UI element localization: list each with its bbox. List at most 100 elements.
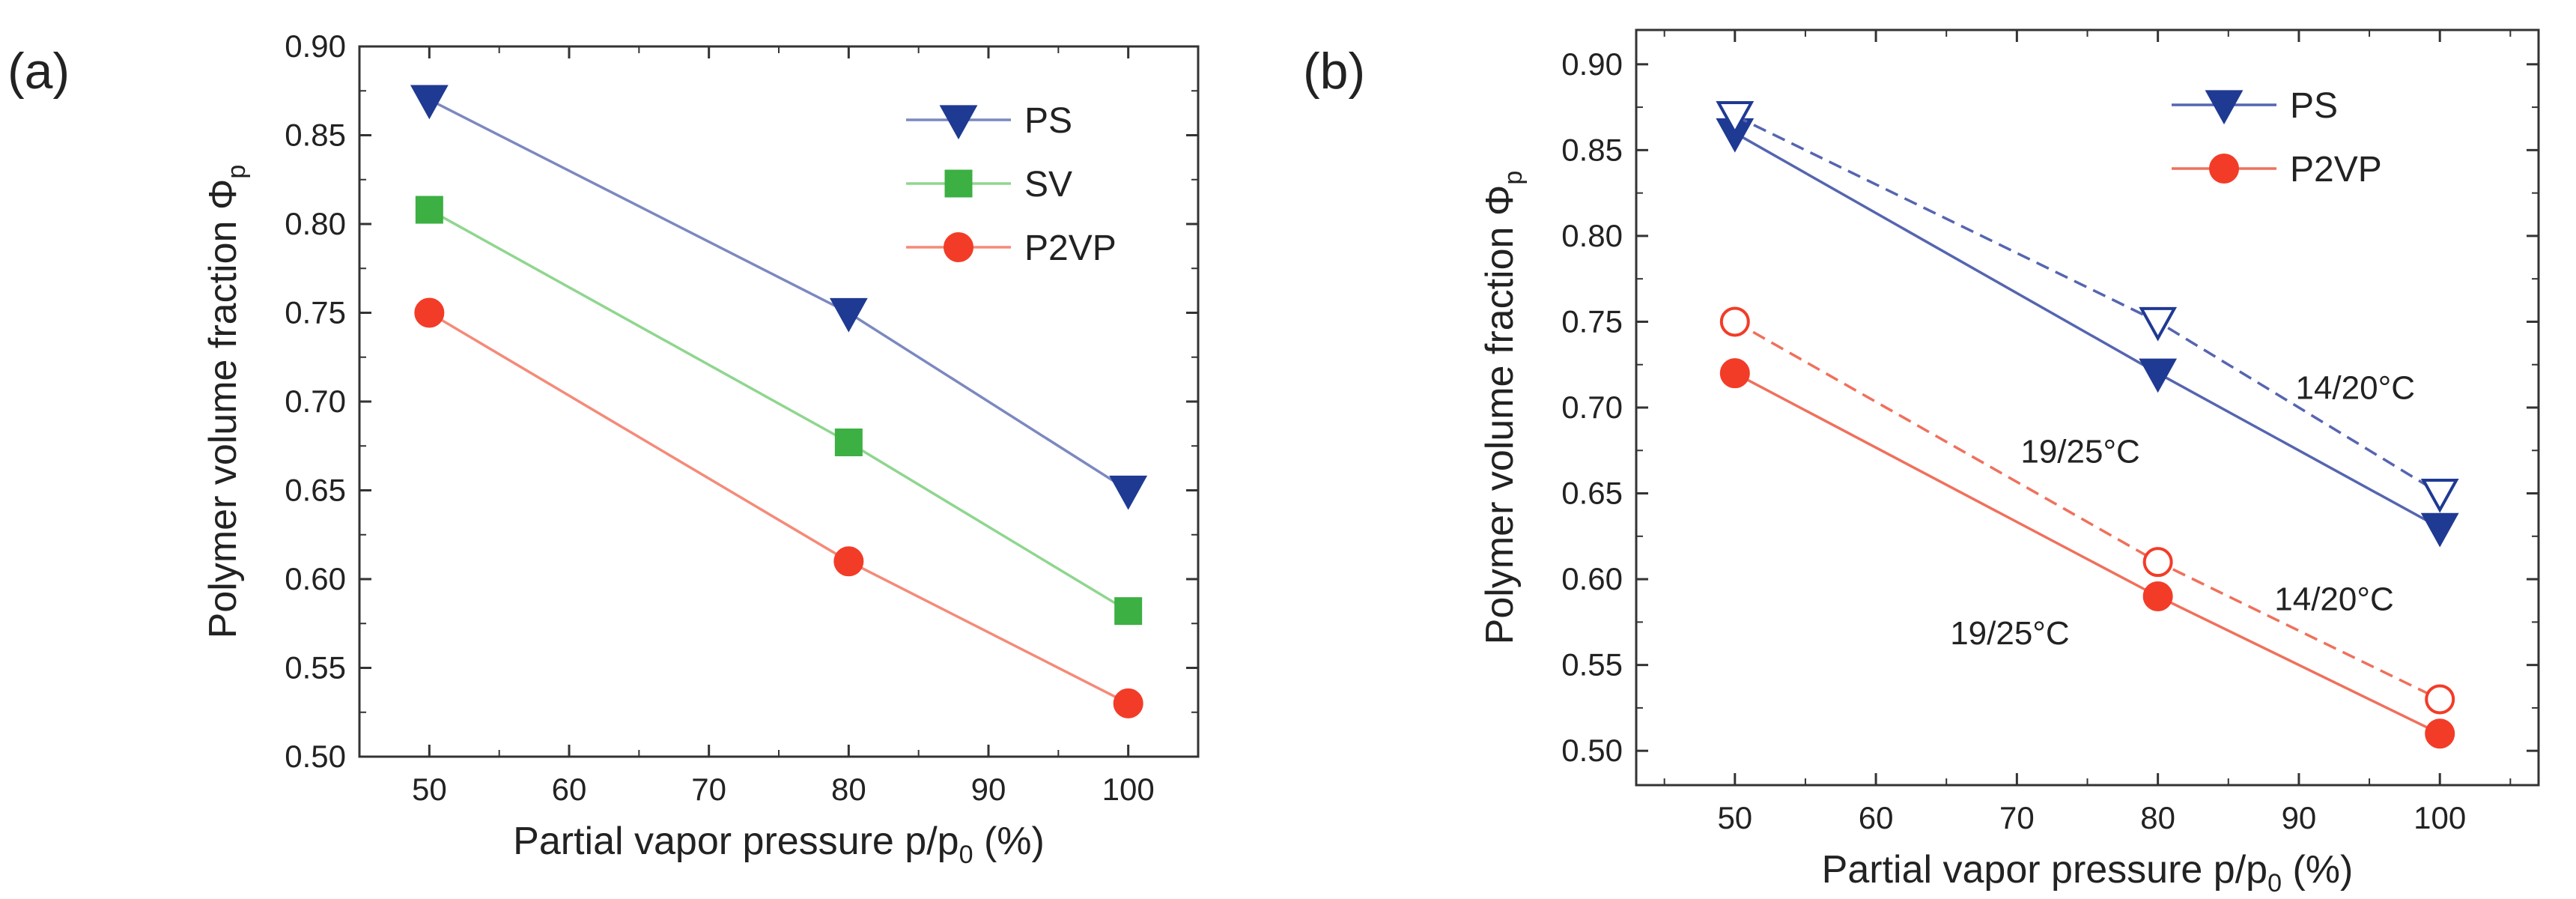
series-ps xyxy=(410,85,1148,510)
legend-item: P2VP xyxy=(2172,150,2382,190)
x-tick-label: 50 xyxy=(412,772,447,807)
series-ps-14-20-c- xyxy=(1716,100,2459,513)
legend-marker xyxy=(939,105,978,140)
y-tick-label: 0.90 xyxy=(285,28,346,64)
annotation-label: 19/25°C xyxy=(2020,433,2139,470)
x-axis-title: Partial vapor pressure p/p0 (%) xyxy=(1822,848,2354,898)
x-tick-label: 50 xyxy=(1717,800,1752,835)
series-sv xyxy=(415,196,1143,626)
data-point-marker xyxy=(1716,100,1755,136)
series-line xyxy=(428,98,1129,491)
series-line xyxy=(1734,372,2440,735)
data-point-marker xyxy=(833,546,864,577)
chart-panel-b: (b) 0.50 0.55 0.60 0.65 0.70 0.75 0.80 0.85 0.90 5… xyxy=(1288,0,2576,899)
annotation-label: 14/20°C xyxy=(2274,581,2393,617)
plot-frame xyxy=(358,45,1200,758)
x-axis-title-suffix: (%) xyxy=(973,820,1045,863)
y-tick-label: 0.85 xyxy=(1561,132,1623,167)
legend-item: SV xyxy=(906,165,1072,205)
data-point-marker xyxy=(2425,684,2455,715)
y-axis-title-main: Polymer volume fraction Φ xyxy=(201,179,245,639)
panel-label: (b) xyxy=(1303,43,1365,100)
x-tick-label: 70 xyxy=(1999,800,2035,835)
x-axis-title-main: Partial vapor pressure p/p xyxy=(1822,848,2267,892)
x-axis-title: Partial vapor pressure p/p0 (%) xyxy=(513,820,1045,869)
data-point-marker xyxy=(2139,306,2178,342)
legend-label: P2VP xyxy=(1024,228,1117,268)
data-point-marker xyxy=(2142,547,2173,578)
x-tick-label: 70 xyxy=(691,772,726,807)
data-point-marker xyxy=(1719,306,1750,337)
y-tick-label: 0.65 xyxy=(285,473,346,508)
legend-item: P2VP xyxy=(906,228,1117,268)
legend-item: PS xyxy=(906,101,1072,141)
y-axis-title: Polymer volume fraction Φp xyxy=(1478,171,1528,645)
legend-label: SV xyxy=(1024,165,1072,205)
y-tick-label: 0.70 xyxy=(285,384,346,419)
y-axis-title-main: Polymer volume fraction Φ xyxy=(1478,185,1522,645)
data-point-marker xyxy=(414,297,445,328)
y-tick-label: 0.90 xyxy=(1561,46,1623,82)
data-point-marker xyxy=(1114,597,1143,626)
series-ps xyxy=(1716,118,2459,548)
annotation-label: 19/25°C xyxy=(1950,615,2069,652)
y-tick-label: 0.75 xyxy=(285,295,346,330)
x-tick-label: 100 xyxy=(2414,800,2466,835)
series-p2vp xyxy=(1719,358,2455,749)
y-tick-label: 0.75 xyxy=(1561,303,1623,339)
y-tick-label: 0.55 xyxy=(1561,647,1623,682)
y-tick-label: 0.60 xyxy=(285,561,346,596)
panel-label: (a) xyxy=(7,43,70,100)
y-tick-label: 0.65 xyxy=(1561,476,1623,511)
x-tick-label: 100 xyxy=(1102,772,1155,807)
plot-frame xyxy=(1635,28,2540,787)
data-point-marker xyxy=(2420,478,2459,513)
series-p2vp-14-20-c- xyxy=(1719,306,2455,715)
legend-label: PS xyxy=(1024,101,1072,141)
y-tick-label: 0.80 xyxy=(1561,218,1623,253)
y-tick-label: 0.70 xyxy=(1561,390,1623,425)
data-point-marker xyxy=(834,429,863,457)
y-axis-title-subscript: p xyxy=(222,165,251,179)
y-tick-label: 0.60 xyxy=(1561,561,1623,596)
legend-marker xyxy=(2209,154,2239,184)
series-line xyxy=(428,311,1129,705)
y-axis-title: Polymer volume fraction Φp xyxy=(201,165,251,639)
x-tick-label: 80 xyxy=(831,772,866,807)
y-tick-label: 0.50 xyxy=(285,739,346,774)
data-point-marker xyxy=(829,297,868,333)
chart-b-svg: (b) 0.50 0.55 0.60 0.65 0.70 0.75 0.80 0.85 0.90 5… xyxy=(1303,28,2540,898)
series-line xyxy=(428,208,1129,613)
legend-marker xyxy=(2205,90,2244,125)
y-tick-label: 0.55 xyxy=(285,650,346,685)
data-point-marker xyxy=(2425,718,2455,749)
y-tick-label: 0.85 xyxy=(285,118,346,153)
data-point-marker xyxy=(2420,512,2459,548)
legend-label: P2VP xyxy=(2290,150,2382,190)
legend-label: PS xyxy=(2290,86,2338,126)
chart-a-svg: (a) 0.50 0.55 0.60 0.65 0.70 0.75 0.80 0.85 0.90 5… xyxy=(7,28,1200,869)
y-tick-label: 0.50 xyxy=(1561,733,1623,768)
data-point-marker xyxy=(1113,688,1143,718)
legend-marker xyxy=(944,169,973,198)
x-tick-label: 80 xyxy=(2140,800,2175,835)
data-point-marker xyxy=(2139,358,2178,393)
data-point-marker xyxy=(1109,475,1148,510)
series-p2vp xyxy=(414,297,1143,718)
x-tick-label: 90 xyxy=(2282,800,2317,835)
x-axis-title-subscript: 0 xyxy=(959,841,973,869)
data-point-marker xyxy=(415,196,443,224)
data-point-marker xyxy=(1719,358,1750,389)
data-point-marker xyxy=(2142,581,2173,611)
x-tick-label: 90 xyxy=(971,772,1006,807)
legend-marker xyxy=(944,232,973,262)
legend-item: PS xyxy=(2172,86,2338,126)
x-tick-label: 60 xyxy=(552,772,587,807)
data-point-marker xyxy=(410,85,449,120)
x-axis-title-subscript: 0 xyxy=(2267,869,2282,898)
y-tick-label: 0.80 xyxy=(285,206,346,241)
x-tick-label: 60 xyxy=(1859,800,1894,835)
annotation-label: 14/20°C xyxy=(2295,370,2414,407)
chart-panel-a: (a) 0.50 0.55 0.60 0.65 0.70 0.75 0.80 0.85 0.90 5… xyxy=(7,28,1200,869)
y-axis-title-subscript: p xyxy=(1499,171,1528,185)
